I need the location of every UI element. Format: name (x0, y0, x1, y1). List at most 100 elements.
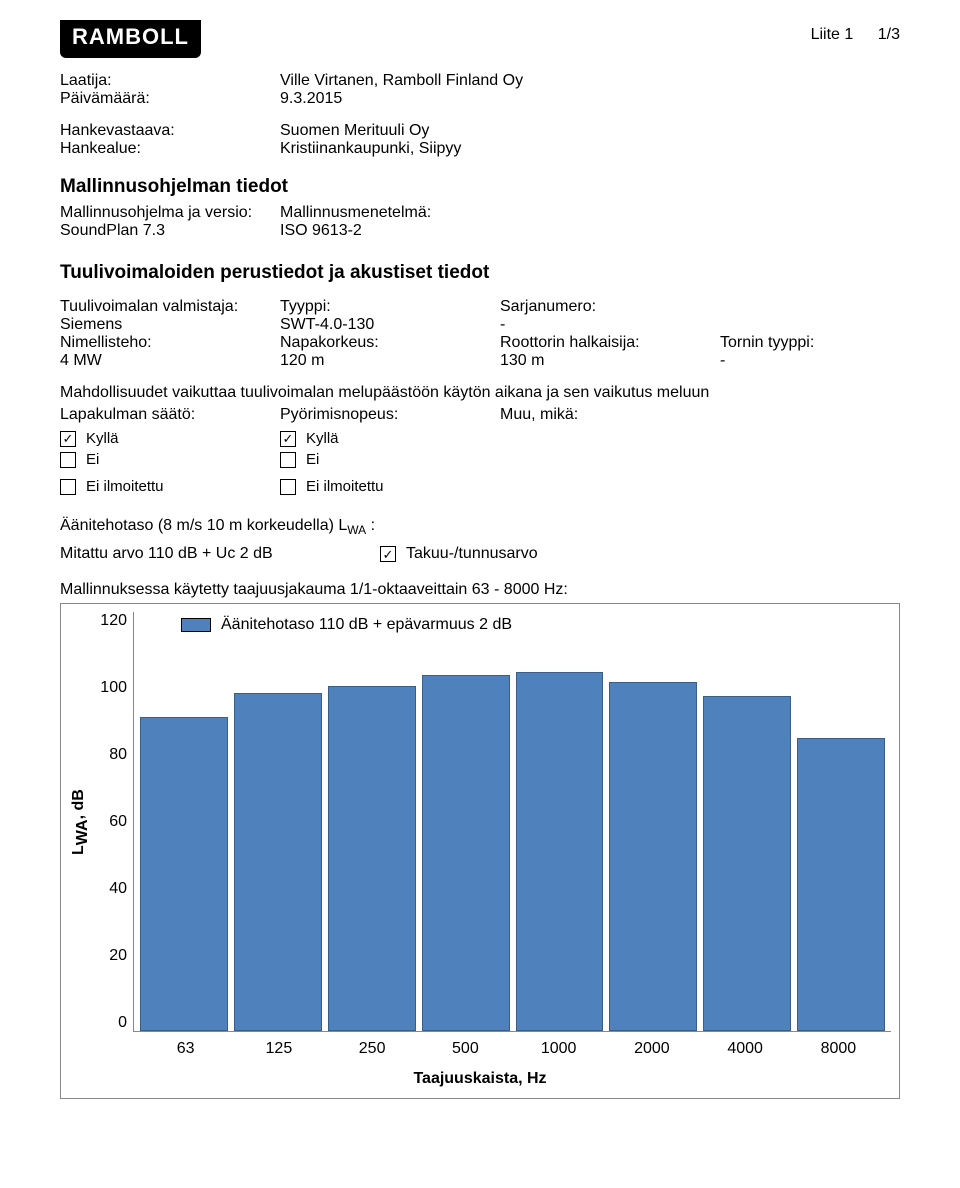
rpm-no-label: Ei (306, 451, 319, 468)
y-tick: 80 (93, 746, 127, 764)
checkbox-grid: ✓ Kyllä Ei Ei ilmoitettu ✓ Kyllä Ei (60, 426, 900, 499)
power-label: Nimellisteho: (60, 334, 280, 352)
x-tick: 1000 (512, 1040, 605, 1058)
date-label: Päivämäärä: (60, 90, 280, 108)
x-tick: 2000 (605, 1040, 698, 1058)
bar (703, 696, 791, 1031)
page-number: 1/3 (878, 26, 900, 43)
rotordia-label: Roottorin halkaisija: (500, 334, 720, 352)
checkbox-guarantee[interactable]: ✓ (380, 546, 396, 562)
y-ticks: 120100806040200 (93, 612, 133, 1032)
bar (234, 693, 322, 1032)
x-tick: 250 (326, 1040, 419, 1058)
model-section-title: Mallinnusohjelman tiedot (60, 176, 900, 198)
method-label: Mallinnusmenetelmä: (280, 204, 500, 222)
chart-title: Mallinnuksessa käytetty taajuusjakauma 1… (60, 581, 900, 599)
bar-slot (422, 612, 510, 1031)
bar (140, 717, 228, 1031)
turbine-row2-values: 4 MW 120 m 130 m - (60, 352, 900, 370)
x-ticks: 631252505001000200040008000 (133, 1032, 891, 1064)
serial-value: - (500, 316, 720, 334)
ramboll-logo: RAMBOLL (60, 20, 201, 58)
yl-sub: WA (74, 820, 91, 846)
turbine-row1-values: Siemens SWT-4.0-130 - (60, 316, 900, 334)
possibilities-intro: Mahdollisuudet vaikuttaa tuulivoimalan m… (60, 384, 900, 402)
turbine-row1-labels: Tuulivoimalan valmistaja: Tyyppi: Sarjan… (60, 298, 900, 316)
bar (328, 686, 416, 1032)
manufacturer-label: Tuulivoimalan valmistaja: (60, 298, 280, 316)
pitch-checks: ✓ Kyllä Ei Ei ilmoitettu (60, 426, 280, 499)
guarantee-label: Takuu-/tunnusarvo (406, 545, 538, 563)
checkbox-rpm-yes[interactable]: ✓ (280, 431, 296, 447)
checkbox-rpm-na[interactable] (280, 479, 296, 495)
towertype-value: - (720, 352, 900, 370)
model-row: Mallinnusohjelma ja versio: SoundPlan 7.… (60, 204, 900, 240)
page-header: RAMBOLL Liite 1 1/3 (60, 20, 900, 58)
type-value: SWT-4.0-130 (280, 316, 500, 334)
bar (797, 738, 885, 1031)
checkbox-pitch-yes[interactable]: ✓ (60, 431, 76, 447)
pitch-na-label: Ei ilmoitettu (86, 478, 164, 495)
page-root: RAMBOLL Liite 1 1/3 Laatija: Ville Virta… (0, 0, 960, 1139)
bar-slot (328, 612, 416, 1031)
yl-a: L (70, 845, 87, 855)
other-label: Muu, mikä: (500, 406, 720, 424)
bar (516, 672, 604, 1032)
author-label: Laatija: (60, 72, 280, 90)
bar-slot (797, 612, 885, 1031)
yl-b: , dB (70, 789, 87, 819)
x-tick: 125 (232, 1040, 325, 1058)
y-axis-label: LWA, dB (69, 612, 93, 1032)
date-value: 9.3.2015 (280, 90, 342, 108)
author-value: Ville Virtanen, Ramboll Finland Oy (280, 72, 523, 90)
measured-value-text: Mitattu arvo 110 dB + Uc 2 dB (60, 545, 380, 563)
serial-label: Sarjanumero: (500, 298, 720, 316)
rpm-label: Pyörimisnopeus: (280, 406, 500, 424)
x-axis-label: Taajuuskaista, Hz (69, 1064, 891, 1098)
sp-text-a: Äänitehotaso (8 m/s 10 m korkeudella) L (60, 517, 347, 534)
attachment-label: Liite 1 (811, 26, 854, 43)
type-label: Tyyppi: (280, 298, 500, 316)
power-value: 4 MW (60, 352, 280, 370)
program-label: Mallinnusohjelma ja versio: (60, 204, 280, 222)
program-value: SoundPlan 7.3 (60, 222, 280, 240)
checkbox-pitch-na[interactable] (60, 479, 76, 495)
y-tick: 20 (93, 947, 127, 965)
sp-text-b: : (366, 517, 375, 534)
hubheight-value: 120 m (280, 352, 500, 370)
y-tick: 100 (93, 679, 127, 697)
method-value: ISO 9613-2 (280, 222, 500, 240)
bar (422, 675, 510, 1031)
turbine-section-title: Tuulivoimaloiden perustiedot ja akustise… (60, 262, 900, 284)
hubheight-label: Napakorkeus: (280, 334, 500, 352)
checkbox-pitch-no[interactable] (60, 452, 76, 468)
sound-power-line2: Mitattu arvo 110 dB + Uc 2 dB ✓ Takuu-/t… (60, 541, 900, 567)
bar-slot (609, 612, 697, 1031)
responsible-value: Suomen Merituuli Oy (280, 122, 429, 140)
area-label: Hankealue: (60, 140, 280, 158)
plot-area (133, 612, 891, 1032)
x-tick: 8000 (792, 1040, 885, 1058)
x-tick: 63 (139, 1040, 232, 1058)
checkbox-rpm-no[interactable] (280, 452, 296, 468)
author-block: Laatija: Ville Virtanen, Ramboll Finland… (60, 72, 900, 108)
possibilities-headers: Lapakulman säätö: Pyörimisnopeus: Muu, m… (60, 406, 900, 424)
rpm-yes-label: Kyllä (306, 430, 339, 447)
rotordia-value: 130 m (500, 352, 720, 370)
bar-slot (234, 612, 322, 1031)
sound-power-line1: Äänitehotaso (8 m/s 10 m korkeudella) LW… (60, 517, 900, 537)
pitch-label: Lapakulman säätö: (60, 406, 280, 424)
bar-slot (140, 612, 228, 1031)
area-value: Kristiinankaupunki, Siipyy (280, 140, 461, 158)
y-tick: 40 (93, 880, 127, 898)
bar-chart: Äänitehotaso 110 dB + epävarmuus 2 dB LW… (60, 603, 900, 1099)
y-tick: 120 (93, 612, 127, 630)
bar (609, 682, 697, 1031)
page-reference: Liite 1 1/3 (811, 20, 900, 44)
towertype-label: Tornin tyyppi: (720, 334, 900, 352)
manufacturer-value: Siemens (60, 316, 280, 334)
rpm-checks: ✓ Kyllä Ei Ei ilmoitettu (280, 426, 500, 499)
sp-sub: WA (347, 523, 366, 537)
pitch-no-label: Ei (86, 451, 99, 468)
x-tick: 500 (419, 1040, 512, 1058)
